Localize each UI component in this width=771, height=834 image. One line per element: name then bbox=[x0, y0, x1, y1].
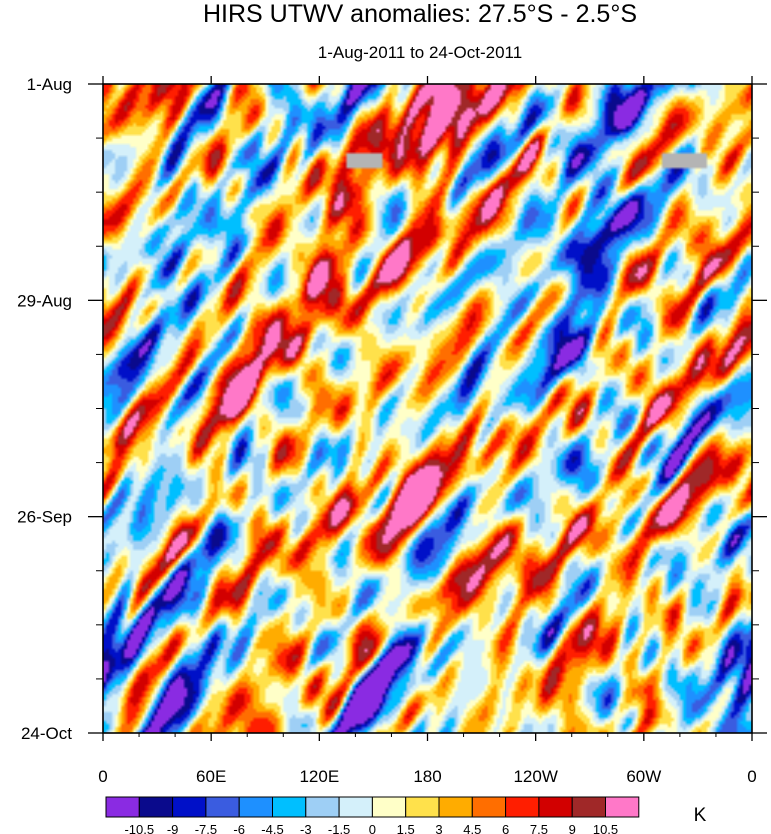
colorbar-label: 9 bbox=[569, 822, 576, 834]
colorbar: -10.5 -9 -7.5 -6 -4.5 -3 -1.5 0 1.5 3 4.5 6 7.5 9 10.5 bbox=[105, 796, 640, 834]
x-axis: 0 60E 120E 180 120W 60W 0 bbox=[98, 76, 757, 786]
colorbar-swatch bbox=[338, 796, 373, 818]
chart-subtitle: 1-Aug-2011 to 24-Oct-2011 bbox=[318, 43, 522, 62]
plot-area bbox=[102, 83, 753, 734]
colorbar-swatch bbox=[238, 796, 273, 818]
colorbar-label: -10.5 bbox=[124, 822, 154, 834]
colorbar-label: -6 bbox=[233, 822, 245, 834]
heatmap-field bbox=[103, 84, 752, 733]
y-tick-label: 26-Sep bbox=[17, 508, 72, 527]
colorbar-label: 4.5 bbox=[463, 822, 481, 834]
colorbar-swatch bbox=[538, 796, 573, 818]
x-tick-label: 60W bbox=[626, 767, 661, 786]
colorbar-swatch bbox=[605, 796, 640, 818]
colorbar-label: 10.5 bbox=[593, 822, 618, 834]
colorbar-swatch bbox=[405, 796, 440, 818]
x-tick-label: 120W bbox=[513, 767, 557, 786]
x-tick-label: 180 bbox=[413, 767, 441, 786]
colorbar-label: -7.5 bbox=[195, 822, 217, 834]
colorbar-label: 1.5 bbox=[397, 822, 415, 834]
colorbar-swatch bbox=[471, 796, 507, 818]
x-tick-label: 60E bbox=[196, 767, 226, 786]
colorbar-swatch bbox=[105, 796, 140, 818]
x-tick-label: 0 bbox=[747, 767, 756, 786]
colorbar-label: 6 bbox=[502, 822, 509, 834]
y-tick-label: 24-Oct bbox=[21, 724, 72, 743]
x-tick-label: 120E bbox=[299, 767, 339, 786]
colorbar-swatch bbox=[371, 796, 407, 818]
colorbar-label: -4.5 bbox=[261, 822, 283, 834]
colorbar-swatch bbox=[505, 796, 540, 818]
colorbar-swatch bbox=[438, 796, 473, 818]
colorbar-label: 7.5 bbox=[530, 822, 548, 834]
colorbar-swatch bbox=[138, 796, 174, 818]
chart-title: HIRS UTWV anomalies: 27.5°S - 2.5°S bbox=[203, 0, 637, 28]
y-tick-label: 1-Aug bbox=[27, 75, 72, 94]
colorbar-swatch bbox=[205, 796, 240, 818]
colorbar-swatch bbox=[272, 796, 307, 818]
colorbar-label: -9 bbox=[167, 822, 179, 834]
colorbar-label: 0 bbox=[369, 822, 376, 834]
y-tick-label: 29-Aug bbox=[17, 291, 72, 310]
colorbar-swatch bbox=[172, 796, 207, 818]
x-tick-label: 0 bbox=[98, 767, 107, 786]
colorbar-unit: K bbox=[694, 805, 707, 826]
colorbar-label: -1.5 bbox=[328, 822, 350, 834]
colorbar-swatch bbox=[305, 796, 340, 818]
colorbar-label: -3 bbox=[300, 822, 312, 834]
colorbar-swatch bbox=[571, 796, 607, 818]
y-axis: 1-Aug 29-Aug 26-Sep 24-Oct bbox=[17, 75, 767, 743]
colorbar-label: 3 bbox=[435, 822, 442, 834]
